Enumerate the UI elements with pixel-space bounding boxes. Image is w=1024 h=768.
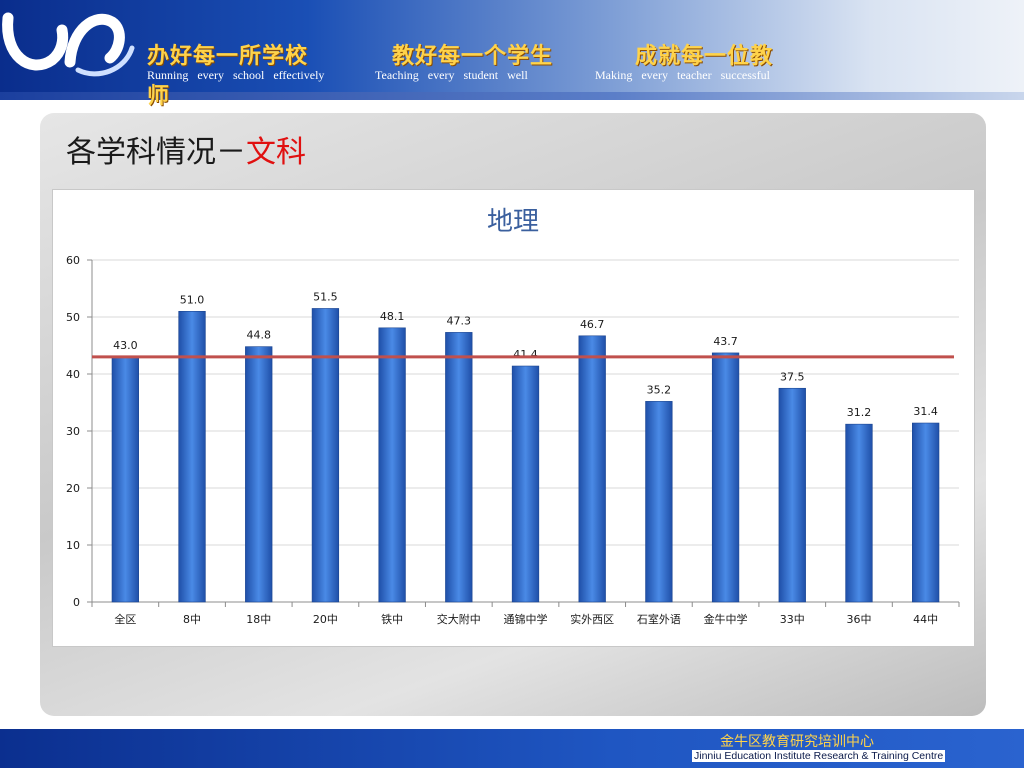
slide-title: 各学科情况－文科 — [66, 127, 306, 171]
bar-20中 — [311, 308, 340, 603]
bar-实外西区 — [578, 335, 606, 603]
x-tick-label: 全区 — [114, 612, 136, 626]
footer-org-cn: 金牛区教育研究培训中心 — [720, 734, 874, 750]
data-label: 47.3 — [447, 314, 472, 327]
slide-title-prefix: 各学科情况－ — [66, 135, 246, 170]
bar-44中 — [912, 422, 940, 603]
x-tick-label: 44中 — [913, 613, 938, 626]
bar-交大附中 — [445, 332, 473, 603]
x-tick-label: 通锦中学 — [504, 612, 548, 626]
y-tick-label: 50 — [66, 311, 80, 324]
slogan-en-1: Running every school effectively — [147, 68, 325, 82]
bar-36中 — [845, 423, 873, 603]
data-label: 31.4 — [913, 405, 938, 418]
x-tick-label: 33中 — [780, 613, 805, 626]
y-tick-label: 10 — [66, 539, 80, 552]
slogan-cn-1: 办好每一所学校 — [147, 44, 309, 69]
bar-33中 — [778, 387, 806, 603]
data-label: 43.7 — [713, 335, 738, 348]
logo-icon — [2, 12, 135, 77]
x-tick-label: 36中 — [846, 613, 871, 626]
bar-通锦中学 — [511, 365, 540, 603]
data-label: 43.0 — [113, 339, 138, 352]
data-label: 51.5 — [313, 290, 338, 303]
x-tick-label: 20中 — [313, 613, 338, 626]
bar-8中 — [178, 311, 206, 603]
y-tick-label: 20 — [66, 482, 80, 495]
x-tick-label: 实外西区 — [570, 612, 614, 626]
data-label: 35.2 — [647, 383, 672, 396]
footer-org-en: Jinniu Education Institute Research & Tr… — [692, 750, 946, 762]
x-tick-label: 交大附中 — [437, 612, 481, 626]
slogan-cn-3: 成就每一位教 — [635, 44, 774, 69]
bar-18中 — [245, 346, 273, 603]
data-label: 44.8 — [246, 329, 271, 342]
y-tick-label: 30 — [66, 425, 80, 438]
bar-全区 — [111, 356, 139, 603]
data-label: 48.1 — [380, 310, 405, 323]
x-tick-label: 18中 — [246, 613, 271, 626]
slogan-en-3: Making every teacher successful — [595, 68, 770, 82]
data-label: 51.0 — [180, 293, 205, 306]
x-tick-label: 金牛中学 — [704, 612, 748, 626]
header-banner — [0, 0, 1024, 100]
slogan-cn-wrap: 师 — [147, 84, 170, 109]
bar-铁中 — [378, 327, 406, 603]
bar-石室外语 — [645, 401, 673, 603]
y-tick-labels: 0 10 20 30 40 50 60 — [66, 254, 80, 609]
data-label: 37.5 — [780, 370, 805, 383]
slogan-cn-2: 教好每一个学生 — [392, 44, 554, 69]
y-tick-label: 40 — [66, 368, 80, 381]
data-labels: 43.0 51.0 44.8 51.5 48.1 47.3 41.4 46.7 35.2 43.7… — [113, 290, 938, 419]
chart-title: 地理 — [487, 207, 539, 237]
x-tick-labels: 全区 8中 18中 20中 铁中 交大附中 通锦中学 实外西区 石室外语 金牛中学 33中 36中 44… — [114, 612, 938, 626]
x-tick-label: 铁中 — [381, 613, 403, 626]
data-label: 31.2 — [847, 406, 872, 419]
y-tick-label: 60 — [66, 254, 80, 267]
header-rule — [0, 92, 1024, 100]
bars — [111, 308, 940, 603]
x-tick-label: 石室外语 — [637, 612, 681, 626]
bar-chart: 地理 43.051.044.851.548.1 47.341.446.735.24… — [66, 207, 960, 626]
y-tick-label: 0 — [73, 596, 80, 609]
bar-金牛中学 — [711, 352, 740, 603]
x-tick-label: 8中 — [183, 613, 201, 626]
chart-panel: 地理 43.0 51.0 44.8 51.5 48.1 47.3 41.4 46.7 35.2 4… — [52, 189, 975, 647]
slide-title-highlight: 文科 — [246, 135, 306, 170]
slogan-en-2: Teaching every student well — [375, 68, 528, 82]
data-label: 46.7 — [580, 318, 605, 331]
data-label: 41.4 — [513, 348, 538, 361]
